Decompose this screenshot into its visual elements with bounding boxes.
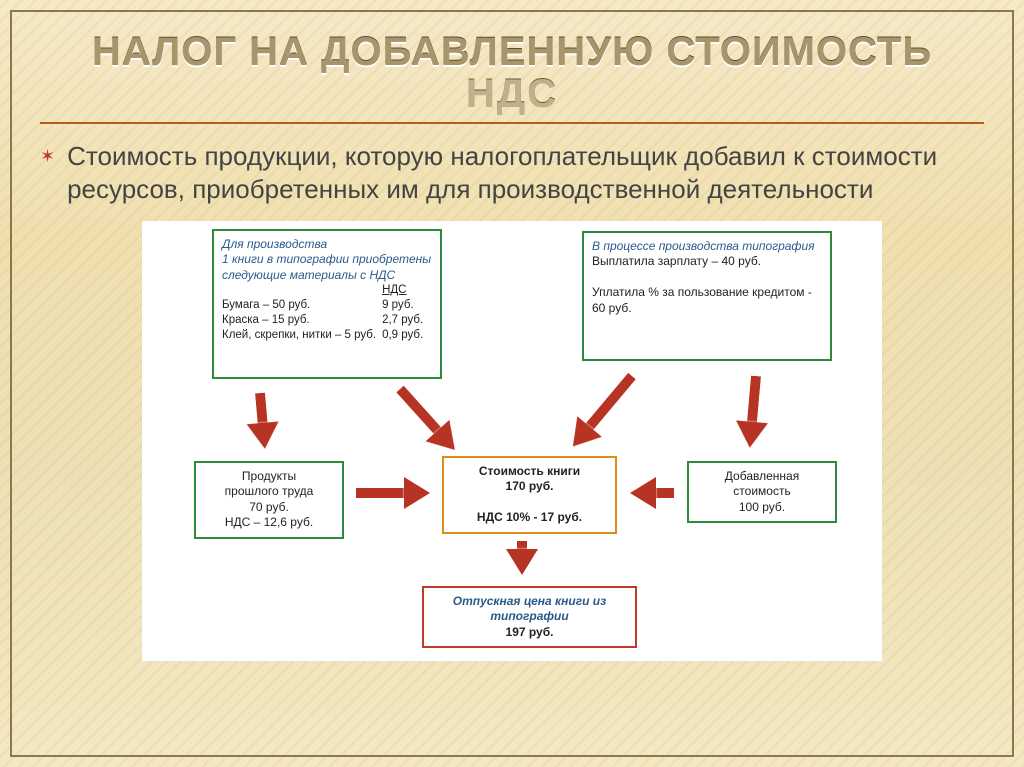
flowchart-diagram: Для производства1 книги в типографии при… — [142, 221, 882, 661]
material-vat: 9 руб. — [382, 298, 429, 313]
material-vat: 2,7 руб. — [382, 313, 429, 328]
title-divider — [40, 122, 984, 124]
material-vat: 0,9 руб. — [382, 328, 429, 343]
bullet-icon: ✶ — [40, 146, 55, 167]
node-book_cost: Стоимость книги170 руб. НДС 10% - 17 руб… — [442, 456, 617, 534]
description-text: Стоимость продукции, которую налогоплате… — [67, 140, 984, 207]
node-body: Стоимость книги170 руб. НДС 10% - 17 руб… — [452, 464, 607, 526]
node-body: Добавленнаястоимость100 руб. — [697, 469, 827, 516]
node-body: Выплатила зарплату – 40 руб. Уплатила % … — [592, 254, 822, 316]
node-added_value: Добавленнаястоимость100 руб. — [687, 461, 837, 524]
slide-content: НАЛОГ НА ДОБАВЛЕННУЮ СТОИМОСТЬ НДС ✶ Сто… — [0, 0, 1024, 681]
description-row: ✶ Стоимость продукции, которую налогопла… — [40, 140, 984, 207]
material-item: Бумага – 50 руб. — [222, 298, 382, 313]
title-line1: НАЛОГ НА ДОБАВЛЕННУЮ СТОИМОСТЬ — [40, 30, 984, 74]
title-line2: НДС — [40, 74, 984, 114]
material-item: Клей, скрепки, нитки – 5 руб. — [222, 328, 382, 343]
node-header: В процессе производства типография — [592, 239, 822, 255]
material-item: Краска – 15 руб. — [222, 313, 382, 328]
node-body: Отпускная цена книги изтипографии197 руб… — [432, 594, 627, 641]
node-sale_price: Отпускная цена книги изтипографии197 руб… — [422, 586, 637, 649]
node-body: Продуктыпрошлого труда70 руб.НДС – 12,6 … — [204, 469, 334, 531]
node-process: В процессе производства типографияВыплат… — [582, 231, 832, 361]
node-past_labor: Продуктыпрошлого труда70 руб.НДС – 12,6 … — [194, 461, 344, 539]
materials-table: НДСБумага – 50 руб.9 руб.Краска – 15 руб… — [222, 283, 429, 343]
node-header: Для производства1 книги в типографии при… — [222, 237, 432, 284]
title-block: НАЛОГ НА ДОБАВЛЕННУЮ СТОИМОСТЬ НДС — [40, 30, 984, 114]
node-materials: Для производства1 книги в типографии при… — [212, 229, 442, 379]
